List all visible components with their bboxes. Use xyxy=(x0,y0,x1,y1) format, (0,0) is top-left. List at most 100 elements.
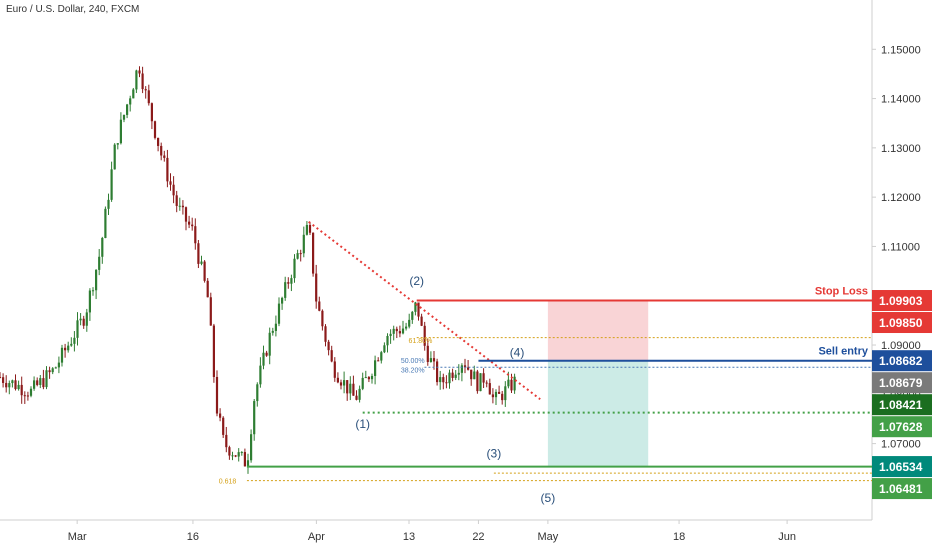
candle-body xyxy=(445,382,448,384)
candle-body xyxy=(54,367,57,369)
candle-body xyxy=(132,89,135,99)
candle-body xyxy=(26,395,29,397)
y-tick-label: 1.12000 xyxy=(881,192,921,204)
candle-body xyxy=(414,302,417,312)
candle-body xyxy=(510,379,513,391)
candle-body xyxy=(271,330,274,333)
candle-body xyxy=(119,119,122,144)
candle-body xyxy=(470,369,473,380)
candle-body xyxy=(312,232,315,274)
candle-body xyxy=(64,347,67,351)
risk-zone xyxy=(547,300,649,361)
price-badge xyxy=(872,312,932,334)
candle-body xyxy=(299,253,302,255)
candle-body xyxy=(370,375,374,380)
candle-body xyxy=(504,386,507,401)
candle-body xyxy=(104,208,107,238)
y-tick-label: 1.11000 xyxy=(881,241,920,253)
candle-body xyxy=(274,323,277,331)
y-tick-label: 1.15000 xyxy=(881,44,921,56)
candle-body xyxy=(194,226,197,244)
candle-body xyxy=(95,269,98,291)
candle-body xyxy=(439,377,442,383)
candle-body xyxy=(11,380,14,384)
candle-body xyxy=(361,377,364,389)
candle-body xyxy=(374,360,377,376)
candle-body xyxy=(501,393,504,401)
candle-body xyxy=(153,121,157,138)
candle-body xyxy=(380,352,383,361)
candle-body xyxy=(122,114,126,120)
price-badge-value: 1.06481 xyxy=(879,482,923,496)
candle-body xyxy=(188,221,191,225)
candle-body xyxy=(70,343,73,346)
x-tick-label: 16 xyxy=(187,531,199,543)
candle-body xyxy=(98,256,101,270)
price-badge xyxy=(872,478,932,500)
candle-body xyxy=(36,380,39,385)
candle-body xyxy=(141,73,144,90)
stop-loss-label: Stop Loss xyxy=(815,286,868,298)
candle-body xyxy=(262,352,265,366)
fib-label: 50.00% xyxy=(401,358,425,365)
price-badge xyxy=(872,290,932,312)
candle-body xyxy=(336,377,339,383)
x-tick-label: 13 xyxy=(403,531,415,543)
candle-body xyxy=(343,380,346,386)
candle-body xyxy=(203,261,206,281)
fib-label: 61.80% xyxy=(409,338,433,345)
wave-label: (3) xyxy=(487,446,502,460)
candles xyxy=(0,66,516,474)
candle-body xyxy=(147,90,150,104)
candle-body xyxy=(265,352,268,356)
candle-body xyxy=(200,261,203,264)
candle-body xyxy=(256,384,259,402)
candle-body xyxy=(23,395,26,397)
candle-body xyxy=(386,335,389,346)
price-badge-value: 1.09903 xyxy=(879,294,923,308)
candle-body xyxy=(321,310,324,327)
candle-body xyxy=(17,384,20,390)
candle-body xyxy=(2,377,5,383)
candle-body xyxy=(219,413,222,418)
candle-body xyxy=(333,361,336,378)
candle-body xyxy=(296,253,299,259)
x-tick-label: 18 xyxy=(673,531,685,543)
price-badge-value: 1.08682 xyxy=(879,354,923,368)
x-tick-label: May xyxy=(538,531,559,543)
y-tick-label: 1.07000 xyxy=(881,439,921,451)
candle-body xyxy=(485,382,488,384)
candle-body xyxy=(494,391,498,398)
candle-body xyxy=(184,207,188,222)
candle-body xyxy=(401,328,405,334)
candle-body xyxy=(405,326,408,329)
candle-body xyxy=(442,377,445,383)
candle-body xyxy=(460,365,463,373)
candle-body xyxy=(324,326,327,342)
wave-label: (4) xyxy=(510,345,525,359)
candle-body xyxy=(476,371,479,392)
candle-body xyxy=(383,345,386,353)
candle-body xyxy=(240,452,243,454)
price-badge-value: 1.07628 xyxy=(879,420,923,434)
candle-body xyxy=(234,455,237,457)
candle-body xyxy=(126,104,129,115)
price-badge-value: 1.09850 xyxy=(879,316,923,330)
price-badge xyxy=(872,394,932,416)
candle-body xyxy=(225,434,228,448)
candle-body xyxy=(191,224,194,227)
candle-body xyxy=(250,434,253,461)
candle-body xyxy=(20,384,23,396)
candle-body xyxy=(377,360,380,362)
price-badge-value: 1.08421 xyxy=(879,398,923,412)
candle-body xyxy=(209,297,212,326)
candle-body xyxy=(215,376,219,414)
candle-body xyxy=(488,383,491,395)
x-tick-label: Jun xyxy=(778,531,796,543)
candle-body xyxy=(479,373,482,392)
candle-body xyxy=(175,195,178,206)
candle-body xyxy=(14,380,17,390)
candle-body xyxy=(454,374,457,378)
x-tick-label: Mar xyxy=(68,531,87,543)
